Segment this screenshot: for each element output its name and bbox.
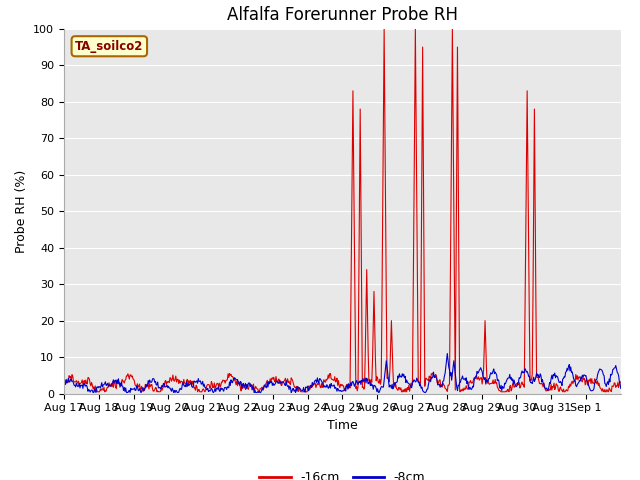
- -16cm: [60, 383, 68, 388]
- Line: -8cm: -8cm: [64, 353, 621, 393]
- -16cm: [617, 379, 625, 384]
- -8cm: [401, 375, 408, 381]
- -8cm: [432, 374, 440, 380]
- -16cm: [126, 372, 134, 378]
- -8cm: [228, 380, 236, 385]
- Title: Alfalfa Forerunner Probe RH: Alfalfa Forerunner Probe RH: [227, 6, 458, 24]
- -8cm: [277, 381, 285, 386]
- -16cm: [401, 389, 409, 395]
- -16cm: [433, 373, 440, 379]
- -16cm: [228, 373, 236, 379]
- -8cm: [444, 350, 451, 356]
- -16cm: [277, 382, 285, 388]
- -16cm: [256, 386, 264, 392]
- -8cm: [126, 390, 134, 396]
- -8cm: [89, 390, 97, 396]
- X-axis label: Time: Time: [327, 419, 358, 432]
- Text: TA_soilco2: TA_soilco2: [75, 40, 143, 53]
- Legend: -16cm, -8cm: -16cm, -8cm: [254, 467, 430, 480]
- -16cm: [93, 389, 101, 395]
- -16cm: [380, 26, 388, 32]
- -8cm: [617, 385, 625, 391]
- -8cm: [60, 382, 68, 388]
- Y-axis label: Probe RH (%): Probe RH (%): [15, 169, 28, 253]
- -8cm: [256, 390, 264, 396]
- Line: -16cm: -16cm: [64, 29, 621, 392]
